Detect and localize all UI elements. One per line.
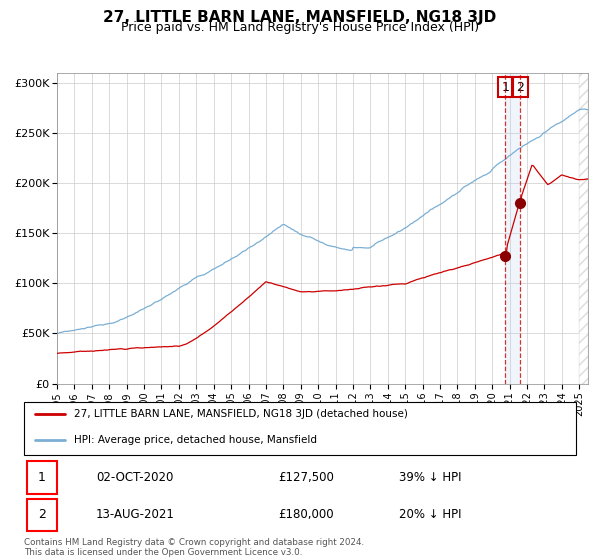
Text: 20% ↓ HPI: 20% ↓ HPI [400,508,462,521]
Text: 27, LITTLE BARN LANE, MANSFIELD, NG18 3JD: 27, LITTLE BARN LANE, MANSFIELD, NG18 3J… [103,10,497,25]
Text: 27, LITTLE BARN LANE, MANSFIELD, NG18 3JD (detached house): 27, LITTLE BARN LANE, MANSFIELD, NG18 3J… [74,409,407,419]
Text: 13-AUG-2021: 13-AUG-2021 [96,508,175,521]
Text: Contains HM Land Registry data © Crown copyright and database right 2024.
This d: Contains HM Land Registry data © Crown c… [24,538,364,557]
Text: 1: 1 [38,471,46,484]
Text: Price paid vs. HM Land Registry's House Price Index (HPI): Price paid vs. HM Land Registry's House … [121,21,479,34]
Text: 39% ↓ HPI: 39% ↓ HPI [400,471,462,484]
Bar [27,498,57,531]
Text: 02-OCT-2020: 02-OCT-2020 [96,471,173,484]
Text: £180,000: £180,000 [278,508,334,521]
Text: £127,500: £127,500 [278,471,334,484]
Text: 2: 2 [517,81,524,94]
Bar [27,461,57,494]
Text: HPI: Average price, detached house, Mansfield: HPI: Average price, detached house, Mans… [74,435,317,445]
Text: 1: 1 [502,81,509,94]
Text: 2: 2 [38,508,46,521]
Bar [505,73,520,384]
